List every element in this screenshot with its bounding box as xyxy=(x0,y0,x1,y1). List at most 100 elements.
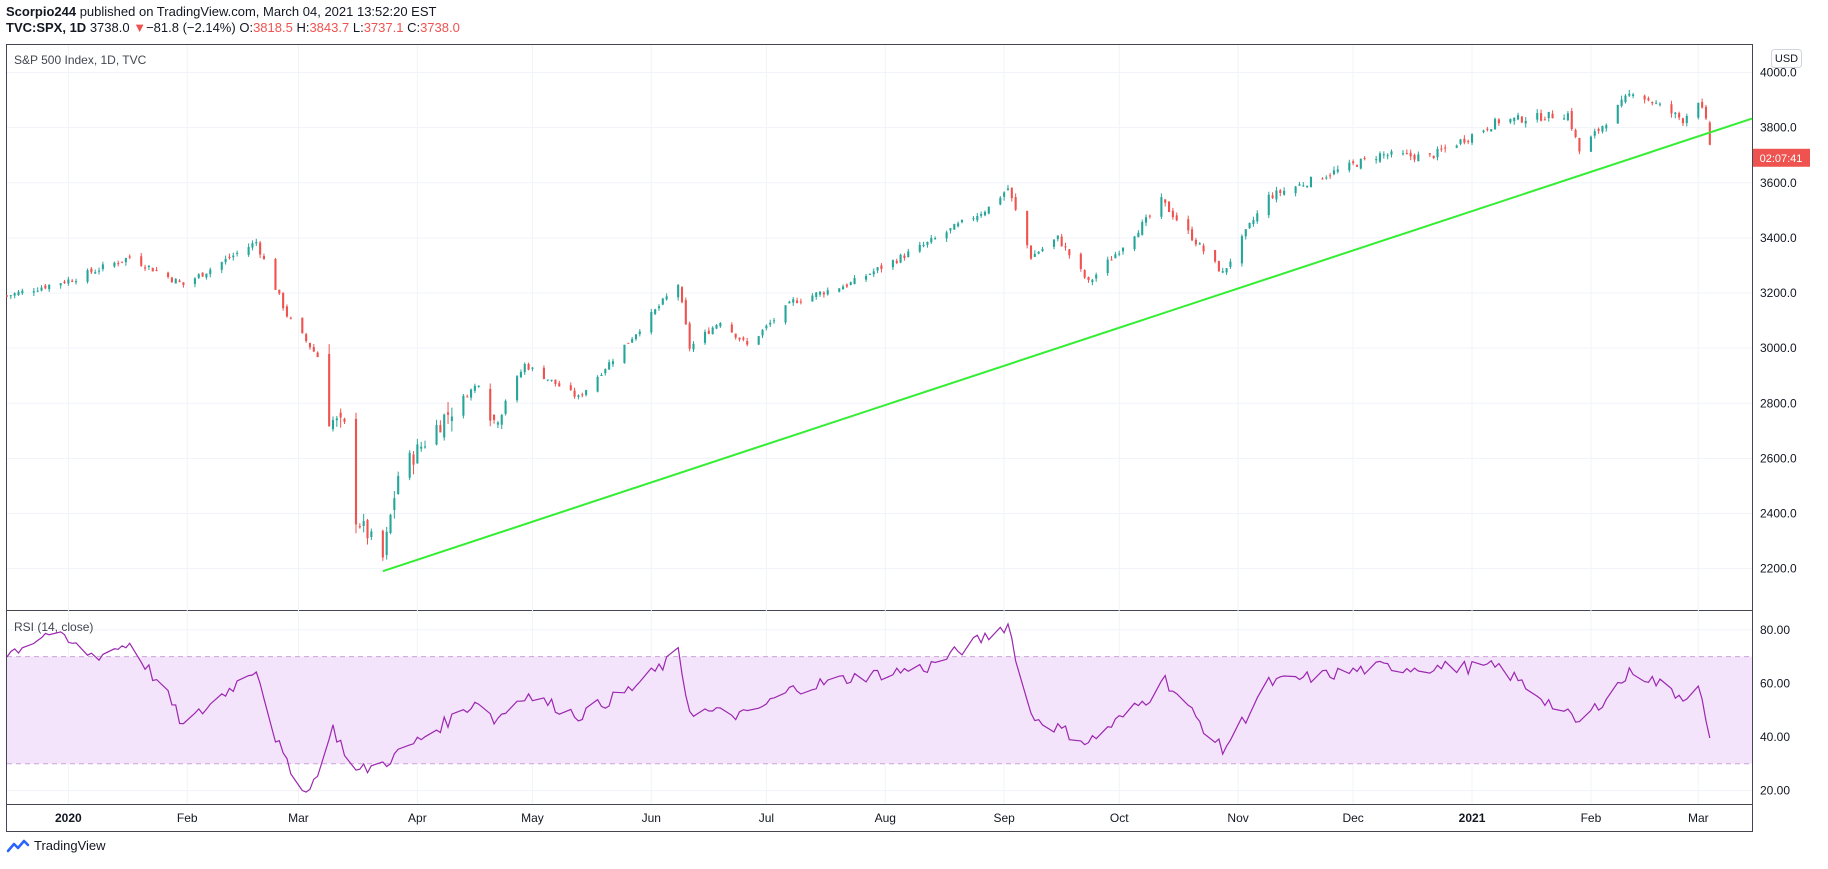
candle-body xyxy=(1436,148,1439,158)
candle-body xyxy=(470,389,473,398)
x-tick-label: Mar xyxy=(1688,811,1709,825)
candle-body xyxy=(393,498,396,510)
candle-body xyxy=(74,281,78,283)
candle-body xyxy=(1202,245,1205,252)
candle-body xyxy=(600,374,603,376)
symbol-label: TVC:SPX, 1D xyxy=(6,20,87,35)
close-value: 3738.0 xyxy=(420,20,460,35)
candle-body xyxy=(247,247,250,255)
publisher-name[interactable]: Scorpio244 xyxy=(6,4,77,19)
rsi-tick-label: 60.00 xyxy=(1760,676,1790,690)
candle-body xyxy=(999,197,1002,205)
candle-body xyxy=(608,362,611,370)
candle-body xyxy=(795,300,799,303)
candle-body xyxy=(1141,222,1144,235)
candle-body xyxy=(627,342,630,344)
candle-body xyxy=(36,290,39,292)
candle-body xyxy=(477,385,480,387)
candle-body xyxy=(665,296,668,300)
candle-body xyxy=(757,336,760,345)
candle-body xyxy=(1144,217,1148,223)
candle-body xyxy=(1279,190,1282,194)
high-label: H: xyxy=(296,20,310,35)
candle-body xyxy=(1428,153,1431,155)
candle-body xyxy=(155,269,158,271)
candle-body xyxy=(147,265,150,267)
candle-body xyxy=(715,324,718,329)
candle-body xyxy=(519,371,522,378)
candle-body xyxy=(815,292,818,297)
candle-body xyxy=(1432,155,1435,159)
chart-header: Scorpio244 published on TradingView.com,… xyxy=(6,4,460,36)
candle-body xyxy=(980,214,983,216)
candle-body xyxy=(178,280,181,282)
candle-body xyxy=(1267,194,1270,216)
candle-body xyxy=(408,452,411,478)
candle-body xyxy=(516,376,519,401)
candle-body xyxy=(1390,151,1393,155)
candle-body xyxy=(527,363,530,370)
candle-body xyxy=(1248,222,1251,229)
x-tick-label: Apr xyxy=(408,811,427,825)
candle-body xyxy=(193,278,196,284)
candle-body xyxy=(1271,195,1274,198)
candle-body xyxy=(680,287,684,303)
candle-body xyxy=(124,258,127,263)
candle-body xyxy=(167,272,170,277)
candle-body xyxy=(573,390,576,397)
candle-body xyxy=(842,286,845,290)
candle-body xyxy=(339,412,342,418)
candle-body xyxy=(420,446,423,449)
x-tick-label: Oct xyxy=(1110,811,1129,825)
currency-button[interactable]: USD xyxy=(1771,49,1802,68)
candle-body xyxy=(1540,113,1543,121)
candle-body xyxy=(542,367,545,380)
x-tick-label: Feb xyxy=(1581,811,1602,825)
candle-body xyxy=(811,295,814,302)
candle-body xyxy=(86,270,89,282)
candle-body xyxy=(657,306,661,309)
candle-body xyxy=(1283,190,1286,195)
candle-body xyxy=(1321,178,1324,180)
countdown-label: 02:07:41 xyxy=(1760,153,1803,165)
footer-brand[interactable]: TradingView xyxy=(34,838,106,853)
x-tick-label: Nov xyxy=(1227,811,1248,825)
candle-body xyxy=(358,526,361,528)
candle-body xyxy=(1593,131,1596,136)
candle-body xyxy=(577,395,580,397)
candle-body xyxy=(960,219,964,223)
rsi-axis[interactable]: 20.00 40.00 60.00 80.00 xyxy=(1760,623,1790,798)
candle-body xyxy=(1214,250,1217,262)
candle-body xyxy=(569,385,572,391)
candle-body xyxy=(1704,106,1708,119)
candle-body xyxy=(853,278,856,285)
candle-body xyxy=(1294,186,1297,194)
candle-body xyxy=(1221,271,1224,273)
candle-body xyxy=(450,416,453,422)
candle-body xyxy=(976,216,979,221)
candle-body xyxy=(308,342,312,348)
x-tick-label: Dec xyxy=(1342,811,1363,825)
candle-body xyxy=(385,531,388,555)
candle-body xyxy=(174,278,177,284)
candle-body xyxy=(631,338,634,343)
candle-body xyxy=(1041,248,1044,252)
candle-body xyxy=(1547,111,1550,119)
low-value: 3737.1 xyxy=(363,20,404,35)
y-tick-label: 2800.0 xyxy=(1760,396,1797,410)
x-tick-label: Jun xyxy=(642,811,661,825)
candle-body xyxy=(546,379,549,381)
candle-body xyxy=(1697,102,1700,118)
time-axis[interactable]: 2020 Feb Mar Apr May Jun Jul Aug Sep Oct Nov Dec 202… xyxy=(55,811,1709,825)
candle-body xyxy=(17,291,20,296)
publish-line: Scorpio244 published on TradingView.com,… xyxy=(6,4,460,20)
open-value: 3818.5 xyxy=(253,20,293,35)
candle-body xyxy=(792,299,795,303)
candle-body xyxy=(1482,130,1485,133)
candle-body xyxy=(9,295,12,297)
candle-body xyxy=(531,367,534,369)
price-axis[interactable]: 2200.0 2400.0 2600.0 2800.0 3000.0 3200.0 3400… xyxy=(1760,66,1797,576)
trendline[interactable] xyxy=(382,117,1753,573)
candle-body xyxy=(312,347,315,352)
